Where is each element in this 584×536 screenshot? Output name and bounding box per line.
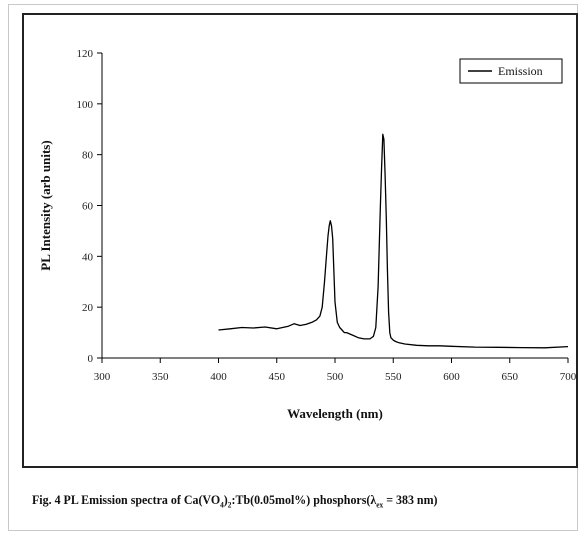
x-tick-label: 400	[210, 371, 227, 383]
x-axis-title: Wavelength (nm)	[287, 406, 383, 421]
x-tick-label: 600	[443, 371, 460, 383]
x-tick-label: 300	[94, 371, 111, 383]
x-tick-label: 650	[502, 371, 519, 383]
y-tick-label: 20	[82, 302, 94, 314]
figure-frame: 0 20 40 60 80 100 120 300 350 400 450 500 550 600 650 7…	[8, 4, 578, 531]
legend-label: Emission	[498, 64, 543, 78]
x-tick-label: 450	[269, 371, 286, 383]
legend-box	[459, 58, 563, 84]
y-axis-title: PL Intensity (arb units)	[38, 140, 53, 270]
y-tick-label: 80	[82, 150, 94, 162]
x-tick-label: 700	[560, 371, 576, 383]
x-tick-label: 500	[327, 371, 344, 383]
x-tick-label: 550	[385, 371, 402, 383]
chart-area: 0 20 40 60 80 100 120 300 350 400 450 500 550 600 650 7…	[22, 13, 578, 468]
y-tick-label: 100	[77, 99, 94, 111]
figure-caption: Fig. 4 PL Emission spectra of Ca(VO4)2:T…	[32, 492, 438, 510]
y-tick-label: 120	[77, 48, 94, 60]
y-tick-label: 40	[82, 251, 94, 263]
line-chart: 0 20 40 60 80 100 120 300 350 400 450 500 550 600 650 7…	[38, 48, 576, 421]
y-tick-label: 0	[88, 353, 94, 365]
series-line-emission	[218, 133, 569, 349]
y-tick-label: 60	[82, 201, 94, 213]
x-tick-label: 350	[152, 371, 169, 383]
